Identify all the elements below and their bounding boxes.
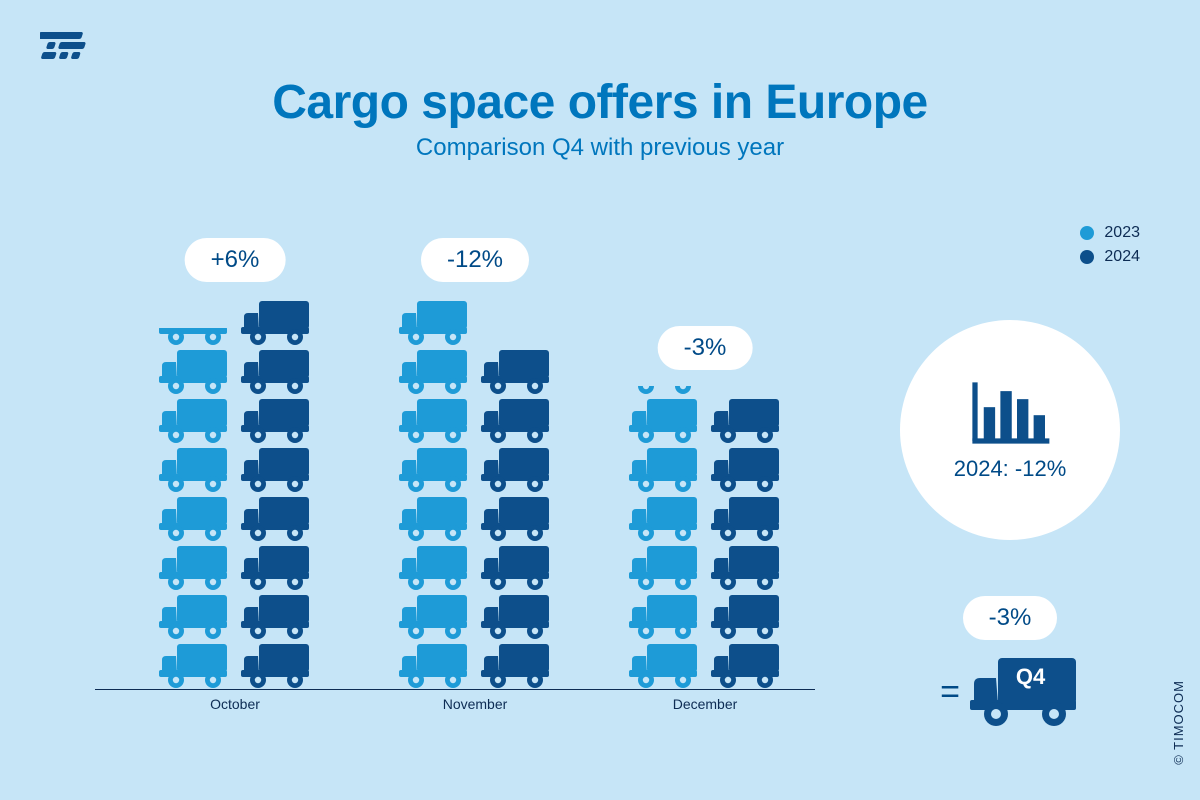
truck-icon bbox=[159, 348, 229, 396]
truck-icon bbox=[711, 397, 781, 445]
truck-icon bbox=[241, 299, 311, 347]
truck-icon bbox=[241, 397, 311, 445]
brand-logo bbox=[40, 30, 96, 65]
truck-icon bbox=[481, 593, 551, 641]
bar-chart-icon bbox=[965, 378, 1055, 448]
truck-icon bbox=[241, 593, 311, 641]
truck-icon bbox=[481, 642, 551, 690]
month-label: October bbox=[155, 696, 315, 712]
q4-truck-label: Q4 bbox=[1016, 664, 1045, 690]
pictogram-column bbox=[399, 298, 469, 690]
truck-icon bbox=[629, 397, 699, 445]
pictogram-column bbox=[241, 298, 311, 690]
truck-icon bbox=[399, 348, 469, 396]
q4-truck-icon: Q4 bbox=[970, 654, 1080, 730]
chart-subtitle: Comparison Q4 with previous year bbox=[0, 134, 1200, 162]
copyright: © TIMOCOM bbox=[1171, 680, 1186, 765]
truck-icon bbox=[241, 446, 311, 494]
truck-icon bbox=[629, 386, 699, 396]
truck-icon bbox=[399, 299, 469, 347]
pictogram-column bbox=[629, 385, 699, 690]
truck-icon bbox=[629, 495, 699, 543]
truck-icon bbox=[241, 642, 311, 690]
truck-icon bbox=[711, 495, 781, 543]
truck-icon bbox=[481, 348, 551, 396]
truck-icon bbox=[629, 642, 699, 690]
month-label: December bbox=[625, 696, 785, 712]
truck-icon bbox=[159, 446, 229, 494]
truck-icon bbox=[481, 544, 551, 592]
truck-icon bbox=[159, 397, 229, 445]
truck-icon bbox=[399, 544, 469, 592]
month-label: November bbox=[395, 696, 555, 712]
truck-icon bbox=[629, 544, 699, 592]
percent-pill: -3% bbox=[658, 326, 753, 370]
truck-icon bbox=[241, 544, 311, 592]
truck-icon bbox=[159, 593, 229, 641]
header: Cargo space offers in Europe Comparison … bbox=[0, 75, 1200, 162]
legend-label: 2023 bbox=[1104, 224, 1140, 242]
truck-icon bbox=[481, 446, 551, 494]
truck-icon bbox=[711, 642, 781, 690]
truck-icon bbox=[711, 446, 781, 494]
truck-icon bbox=[399, 495, 469, 543]
summary-text: 2024: -12% bbox=[954, 456, 1067, 482]
legend-item: 2024 bbox=[1080, 248, 1140, 266]
pictogram-column bbox=[711, 396, 781, 690]
truck-icon bbox=[629, 593, 699, 641]
pictogram-column bbox=[481, 347, 551, 690]
pictogram-chart: +6% bbox=[95, 210, 815, 720]
truck-icon bbox=[399, 446, 469, 494]
truck-icon bbox=[399, 593, 469, 641]
legend: 2023 2024 bbox=[1080, 224, 1140, 272]
legend-swatch-2023 bbox=[1080, 226, 1094, 240]
truck-icon bbox=[159, 328, 229, 347]
truck-icon bbox=[399, 397, 469, 445]
truck-icon bbox=[481, 495, 551, 543]
truck-icon bbox=[711, 593, 781, 641]
legend-label: 2024 bbox=[1104, 248, 1140, 266]
summary-circle: 2024: -12% bbox=[900, 320, 1120, 540]
truck-icon bbox=[159, 495, 229, 543]
legend-swatch-2024 bbox=[1080, 250, 1094, 264]
percent-pill: -12% bbox=[421, 238, 529, 282]
truck-icon bbox=[711, 544, 781, 592]
truck-icon bbox=[399, 642, 469, 690]
chart-title: Cargo space offers in Europe bbox=[0, 75, 1200, 130]
truck-icon bbox=[159, 544, 229, 592]
pictogram-column bbox=[159, 327, 229, 690]
equals-sign: = bbox=[940, 673, 960, 712]
percent-pill: +6% bbox=[185, 238, 286, 282]
truck-icon bbox=[241, 495, 311, 543]
legend-item: 2023 bbox=[1080, 224, 1140, 242]
truck-icon bbox=[241, 348, 311, 396]
truck-icon bbox=[159, 642, 229, 690]
truck-icon bbox=[629, 446, 699, 494]
q4-summary: -3% = Q4 bbox=[900, 596, 1120, 730]
q4-pill: -3% bbox=[963, 596, 1058, 640]
truck-icon bbox=[481, 397, 551, 445]
